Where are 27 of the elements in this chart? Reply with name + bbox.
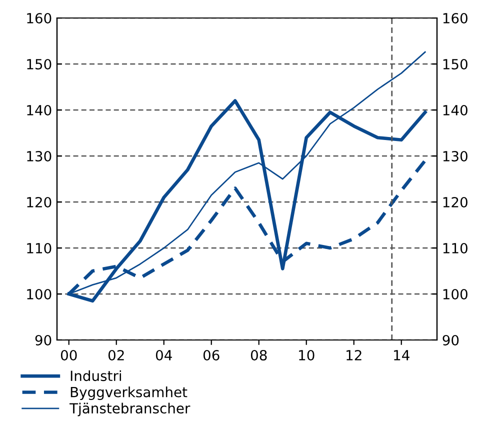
x-tick-label: 08 bbox=[250, 350, 267, 360]
x-tick-label: 00 bbox=[60, 350, 77, 360]
x-tick-label: 12 bbox=[346, 350, 362, 360]
legend-label: Byggverksamhet bbox=[70, 386, 188, 400]
y2-tick-label: 150 bbox=[443, 58, 468, 70]
y-tick-label: 130 bbox=[27, 150, 52, 162]
legend-label: Industri bbox=[70, 370, 122, 382]
y2-tick-label: 140 bbox=[443, 104, 468, 116]
y2-tick-label: 130 bbox=[443, 150, 468, 162]
x-tick-label: 14 bbox=[394, 350, 410, 360]
y2-tick-label: 120 bbox=[443, 196, 468, 208]
y-tick-label: 150 bbox=[27, 58, 52, 70]
x-tick-label: 06 bbox=[203, 350, 220, 360]
y2-tick-label: 100 bbox=[443, 288, 468, 300]
x-tick-label: 02 bbox=[108, 350, 124, 360]
y-tick-label: 110 bbox=[27, 242, 52, 254]
y-tick-label: 120 bbox=[27, 196, 52, 208]
y2-tick-label: 90 bbox=[442, 334, 459, 346]
y2-tick-label: 160 bbox=[443, 12, 468, 24]
y-tick-label: 140 bbox=[27, 104, 52, 116]
y-tick-label: 90 bbox=[35, 334, 52, 346]
y-tick-label: 160 bbox=[27, 12, 52, 24]
legend-label: Tjänstebranscher bbox=[70, 402, 190, 416]
x-tick-label: 10 bbox=[299, 350, 314, 360]
x-tick-label: 04 bbox=[156, 350, 172, 360]
y2-tick-label: 110 bbox=[443, 242, 468, 254]
y-tick-label: 100 bbox=[27, 288, 52, 300]
